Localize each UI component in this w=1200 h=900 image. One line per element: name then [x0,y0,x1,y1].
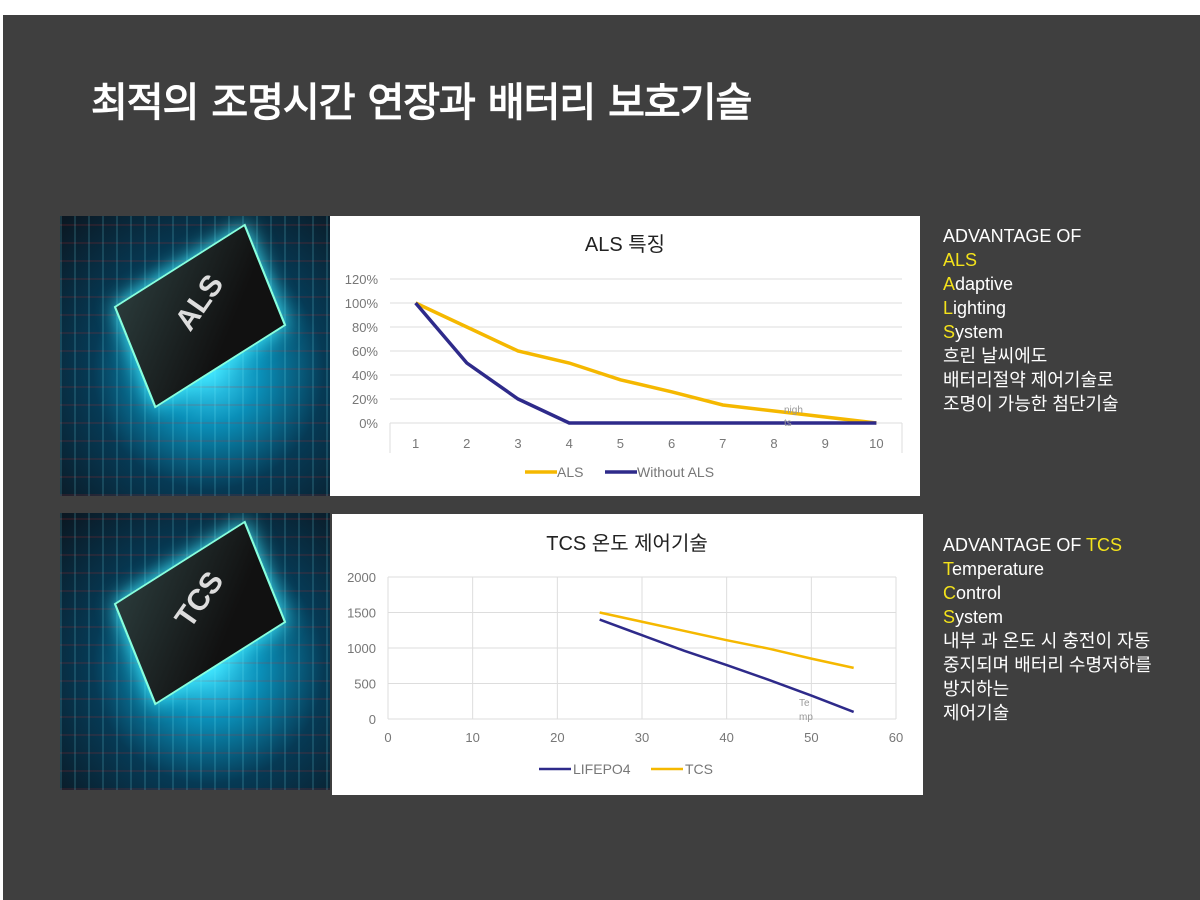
y-tick-label: 0 [369,712,376,727]
legend-label: TCS [685,761,713,777]
y-tick-label: 100% [345,296,379,311]
x-tick-label: 50 [804,730,818,745]
text-line: 흐린 날씨에도 [943,346,1048,366]
text-line: Control [943,583,1002,603]
text-line: Lighting [943,298,1007,318]
tcs-chip-image: TCS [60,513,330,790]
x-tick-label: 10 [465,730,479,745]
x-tick-label: 9 [822,436,829,451]
legend-label: ALS [557,464,583,480]
text-line: ADVANTAGE OF TCS [943,535,1123,555]
x-tick-label: 5 [617,436,624,451]
als-advantage-text: ADVANTAGE OF ALS Adaptive Lighting Syste… [943,224,1119,416]
series-line-without-als [414,301,877,425]
text-line: 내부 과 온도 시 충전이 자동 [943,631,1151,651]
y-tick-label: 1500 [347,606,376,621]
y-tick-label: 120% [345,272,379,287]
x-tick-label: 10 [869,436,883,451]
y-tick-label: 40% [352,368,378,383]
slide-title: 최적의 조명시간 연장과 배터리 보호기술 [91,80,752,126]
y-tick-label: 0% [359,416,378,431]
x-tick-label: 8 [770,436,777,451]
x-tick-label: 0 [384,730,391,745]
chart-title: ALS 특징 [585,233,665,256]
text-line: 제어기술 [943,703,1010,723]
als-chip-image: ALS [60,216,330,496]
x-tick-label: 30 [635,730,649,745]
annotation: Te [799,698,810,709]
text-line: Adaptive [943,274,1014,294]
y-tick-label: 80% [352,320,378,335]
text-line: 배터리절약 제어기술로 [943,370,1114,390]
text-line: ALS [943,250,978,270]
chart-title: TCS 온도 제어기술 [546,532,708,555]
tcs-chart: TCS 온도 제어기술 0 500 1000 1500 2000 0 10 20 30 40 50 60… [332,514,923,795]
x-tick-label: 20 [550,730,564,745]
x-tick-label: 2 [463,436,470,451]
x-tick-label: 1 [412,436,419,451]
x-tick-label: 4 [566,436,573,451]
y-tick-label: 20% [352,392,378,407]
x-tick-label: 3 [514,436,521,451]
text-line: System [943,322,1004,342]
tcs-advantage-text: ADVANTAGE OF TCS Temperature Control Sys… [943,533,1152,725]
text-line: ADVANTAGE OF [943,226,1082,246]
y-tick-label: 2000 [347,570,376,585]
legend-label: Without ALS [637,464,714,480]
text-line: System [943,607,1004,627]
x-tick-label: 7 [719,436,726,451]
als-chart: ALS 특징 0% 20% 40% 60% 80% 100% 120% 1 2 3 4 5 6 7 8 9 10 n… [330,216,920,496]
annotation: mp [799,712,813,723]
text-line: Temperature [943,559,1045,579]
y-tick-label: 1000 [347,641,376,656]
y-tick-label: 500 [354,677,376,692]
text-line: 조명이 가능한 첨단기술 [943,394,1119,414]
series-line-tcs [599,611,854,670]
annotation: nigh [784,405,803,416]
x-tick-label: 60 [889,730,903,745]
text-line: 중지되며 배터리 수명저하를 [943,655,1152,675]
text-line: 방지하는 [943,679,1010,699]
series-line-als [414,301,877,425]
legend-label: LIFEPO4 [573,761,631,777]
x-tick-label: 6 [668,436,675,451]
y-tick-label: 60% [352,344,378,359]
x-tick-label: 40 [719,730,733,745]
series-line-lifepo4 [599,618,855,714]
annotation: ts [784,418,792,429]
